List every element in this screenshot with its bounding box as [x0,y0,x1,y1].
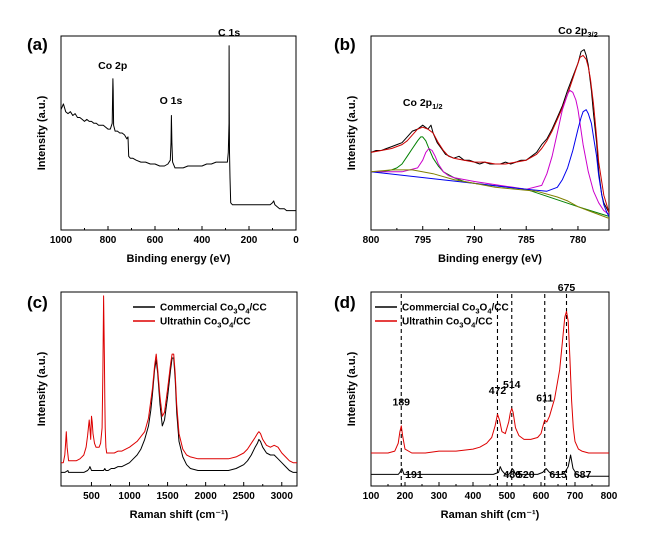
x-tick-label-c-4: 2500 [233,491,256,502]
y-axis-title-a: Intensity (a.u.) [36,95,48,170]
x-axis-title-a: Binding energy (eV) [127,253,231,265]
x-tick-label-d-7: 800 [601,491,618,502]
legend-text-sub1: 3 [233,307,237,316]
plot-frame-c [60,291,298,487]
series-d-1 [371,310,609,454]
series-b-5 [370,169,610,219]
annotation-b-0: Co 2p1/2 [403,97,443,111]
legend-text-main: Ultrathin Co [402,317,459,328]
panel-label-b: (b) [334,35,356,54]
legend-text-sub2: 4 [245,307,250,316]
x-tick-label-b-0: 800 [363,235,380,246]
x-tick-label-a-5: 0 [293,235,299,246]
peak-label-commercial-191: 191 [405,469,423,481]
x-axis-title-d: Raman shift (cm⁻¹) [441,509,540,521]
legend-entry-d-1: Ultrathin Co3O4/CC [402,317,493,330]
legend-text-tail: /CC [475,317,492,328]
legend-text-tail: /CC [249,303,266,314]
panel-b: (b) 800 795 790 785 780 Binding energy (eV) Int… [334,25,610,265]
x-tick-label-a-1: 800 [100,235,117,246]
series-b-3 [371,89,610,215]
plot-frame-b [370,35,610,231]
legend-text-sub1: 3 [459,321,463,330]
legend-text-mid: O [238,303,246,314]
legend-text-sub1: 3 [475,307,479,316]
annotation-a-2: C 1s [218,27,240,39]
peak-label-ultrathin-189: 189 [392,396,410,408]
x-tick-label-d-0: 100 [363,491,380,502]
panel-c: (c) 500 1000 1500 2000 2500 3000 Raman shift (c… [27,291,298,521]
x-tick-label-b-2: 790 [466,235,483,246]
legend-text-mid: O [480,303,488,314]
series-c-0 [61,357,297,473]
panel-label-c: (c) [27,293,48,312]
series-d-0 [371,454,609,477]
x-tick-label-c-0: 500 [83,491,100,502]
x-tick-label-a-0: 1000 [50,235,73,246]
peak-label-ultrathin-514: 514 [503,379,521,391]
legend-text-main: Commercial Co [402,303,475,314]
annotation-main: Co 2p [403,97,432,109]
annotation-sub: 3/2 [587,30,597,39]
panel-label-a: (a) [27,35,48,54]
panel-d: (d) 100 200 300 400 500 600 700 800 Raman shift (… [334,282,618,521]
panel-label-d: (d) [334,293,356,312]
peak-label-commercial-520: 520 [517,469,535,481]
x-tick-label-b-1: 795 [414,235,431,246]
legend-text-sub1: 3 [217,321,221,330]
legend-text-tail: /CC [491,303,508,314]
x-tick-label-d-2: 300 [431,491,448,502]
panel-a: (a) 1000 800 600 400 200 0 Binding energy (eV) I… [27,27,299,265]
series-a-0 [60,45,296,212]
annotation-a-1: O 1s [160,95,183,107]
peak-label-ultrathin-675: 675 [558,282,576,294]
x-tick-label-d-6: 700 [567,491,584,502]
x-tick-label-d-4: 500 [499,491,516,502]
legend-entry-c-0: Commercial Co3O4/CC [160,303,267,316]
x-axis-title-c: Raman shift (cm⁻¹) [130,509,229,521]
x-tick-label-c-3: 2000 [195,491,218,502]
legend-entry-d-0: Commercial Co3O4/CC [402,303,509,316]
annotation-main: Co 2p [558,25,587,37]
series-b-0 [370,49,610,213]
x-axis-title-b: Binding energy (eV) [438,253,542,265]
peak-label-ultrathin-611: 611 [536,393,553,405]
x-tick-label-d-1: 200 [397,491,414,502]
x-tick-label-d-5: 600 [533,491,550,502]
peak-label-commercial-480: 480 [503,469,521,481]
x-tick-label-c-2: 1500 [156,491,179,502]
legend-text-tail: /CC [233,317,250,328]
legend-text-mid: O [463,317,471,328]
x-tick-label-a-4: 200 [241,235,258,246]
legend-entry-c-1: Ultrathin Co3O4/CC [160,317,251,330]
legend-text-sub2: 4 [487,307,492,316]
y-axis-title-b: Intensity (a.u.) [346,95,358,170]
x-tick-label-a-3: 400 [194,235,211,246]
x-tick-label-b-4: 780 [570,235,587,246]
y-axis-title-c: Intensity (a.u.) [36,351,48,426]
peak-label-ultrathin-472: 472 [489,385,507,397]
annotation-a-0: Co 2p [98,60,127,72]
plot-frame-a [60,35,297,231]
x-tick-label-c-5: 3000 [271,491,294,502]
annotation-b-1: Co 2p3/2 [558,25,598,39]
x-tick-label-c-1: 1000 [118,491,141,502]
y-axis-title-d: Intensity (a.u.) [346,351,358,426]
annotation-sub: 1/2 [432,102,442,111]
legend-text-main: Ultrathin Co [160,317,217,328]
series-b-4 [370,109,610,217]
x-tick-label-d-3: 400 [465,491,482,502]
peak-label-commercial-687: 687 [574,469,592,481]
x-tick-label-b-3: 785 [518,235,535,246]
legend-text-mid: O [221,317,229,328]
legend-text-main: Commercial Co [160,303,233,314]
x-tick-label-a-2: 600 [147,235,164,246]
legend-text-sub2: 4 [229,321,234,330]
peak-label-commercial-615: 615 [549,469,567,481]
legend-text-sub2: 4 [471,321,476,330]
series-c-1 [61,295,297,464]
series-b-1 [370,54,610,213]
